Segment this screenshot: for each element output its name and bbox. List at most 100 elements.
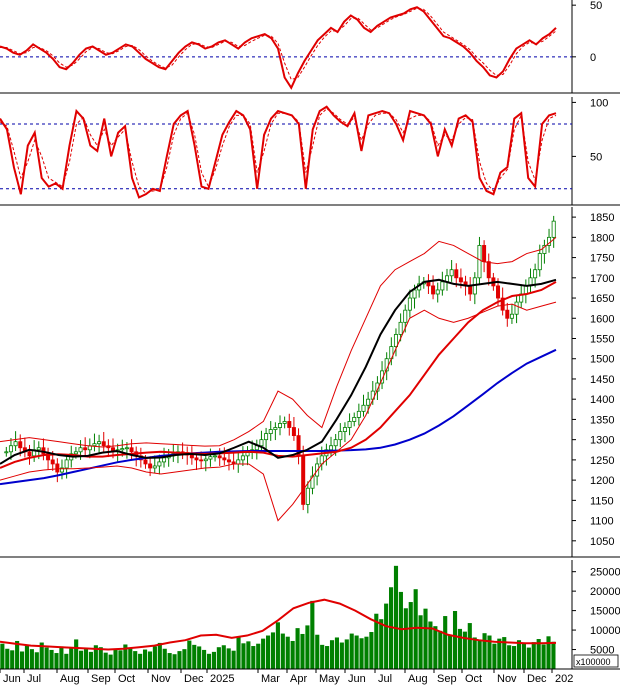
volume-bar	[310, 600, 315, 669]
candle-body	[124, 447, 129, 450]
y-tick-label: 20000	[590, 586, 620, 598]
candle-body	[347, 421, 352, 428]
candle-body	[259, 439, 264, 447]
candle-body	[342, 427, 347, 432]
candle-body	[361, 404, 366, 412]
candle-body	[403, 309, 408, 323]
candle-body	[426, 281, 431, 287]
candle-body	[537, 253, 542, 271]
candle-body	[454, 269, 459, 279]
volume-bar	[334, 637, 340, 669]
volume-bar	[516, 640, 522, 669]
volume-bar	[162, 648, 167, 669]
candle-body	[101, 441, 106, 447]
x-tick-label: Aug	[408, 673, 428, 685]
y-tick-label: 15000	[590, 606, 620, 618]
volume-bar	[147, 651, 153, 669]
volume-bar	[24, 645, 30, 669]
volume-bar	[15, 640, 20, 669]
volume-bar	[246, 641, 251, 669]
candle-body	[78, 447, 83, 453]
y-tick-label: 1050	[590, 536, 614, 548]
candle-body	[542, 245, 547, 254]
y-tick-label: 25000	[590, 567, 620, 579]
volume-bar	[408, 602, 413, 669]
volume-bar	[487, 635, 492, 669]
candle-body	[59, 467, 64, 473]
candle-body	[8, 445, 13, 453]
candle-body	[64, 459, 69, 469]
moving-average-line	[0, 348, 557, 486]
candle-body	[458, 277, 463, 283]
candle-body	[282, 421, 287, 424]
volume-bar	[182, 649, 187, 669]
volume-bar	[123, 644, 128, 669]
candle-body	[366, 398, 371, 406]
candle-body	[523, 285, 528, 295]
volume-bar	[492, 643, 497, 669]
volume-bar	[403, 608, 408, 669]
volume-bar	[197, 646, 202, 669]
volume-bar	[359, 638, 364, 669]
candle-body	[236, 459, 241, 465]
volume-bar	[295, 628, 300, 669]
volume-bar	[93, 645, 98, 669]
volume-bar	[325, 646, 330, 669]
y-tick-label: 1800	[590, 232, 614, 244]
volume-bar	[157, 642, 162, 669]
volume-bar	[133, 651, 138, 669]
volume-bar	[418, 615, 423, 669]
candle-body	[189, 454, 194, 459]
volume-bar	[270, 632, 276, 669]
candle-body	[505, 309, 510, 319]
volume-bar	[275, 622, 280, 669]
volume-bar	[167, 653, 172, 669]
candle-body	[143, 459, 148, 465]
candle-body	[500, 297, 505, 311]
volume-bar	[502, 637, 507, 669]
volume-bar	[74, 639, 79, 669]
volume-bar	[206, 653, 212, 669]
y-tick-label: 1850	[590, 212, 614, 224]
volume-bar	[108, 654, 113, 669]
x-tick-label: Jun	[3, 673, 21, 685]
volume-bar	[320, 644, 325, 669]
oscillator-series-line	[0, 6, 557, 90]
volume-bar	[551, 641, 556, 669]
candle-body	[468, 285, 473, 295]
volume-bar	[265, 635, 271, 669]
volume-bar	[280, 633, 285, 669]
volume-bar	[329, 640, 335, 669]
volume-bar	[261, 638, 266, 669]
volume-bar	[10, 650, 15, 669]
volume-bar	[541, 644, 546, 669]
y-tick-label: 1300	[590, 435, 614, 447]
candle-body	[157, 461, 162, 467]
volume-bar	[221, 645, 226, 669]
volume-bar	[300, 633, 305, 669]
candle-body	[213, 455, 218, 458]
y-tick-label: 100	[590, 97, 608, 109]
y-tick-label: 1350	[590, 414, 614, 426]
oscillator-series-line	[0, 105, 557, 199]
candle-body	[486, 261, 491, 279]
volume-bar	[211, 651, 216, 669]
candle-body	[509, 313, 514, 319]
x-tick-label: Nov	[497, 673, 517, 685]
volume-bar	[379, 619, 384, 669]
candle-body	[305, 487, 310, 505]
x-tick-label: Nov	[151, 673, 171, 685]
volume-bar	[467, 623, 472, 669]
candle-body	[287, 421, 292, 428]
volume-bar	[152, 646, 157, 669]
candle-body	[120, 448, 125, 451]
volume-bar	[192, 644, 197, 669]
volume-bar	[477, 640, 482, 669]
y-tick-label: 1450	[590, 374, 614, 386]
candle-body	[203, 458, 208, 462]
x-tick-label: Jul	[378, 673, 392, 685]
x-tick-label: Sep	[91, 673, 111, 685]
volume-bar	[497, 638, 502, 669]
volume-bar	[369, 632, 374, 669]
volume-bar	[315, 634, 320, 669]
